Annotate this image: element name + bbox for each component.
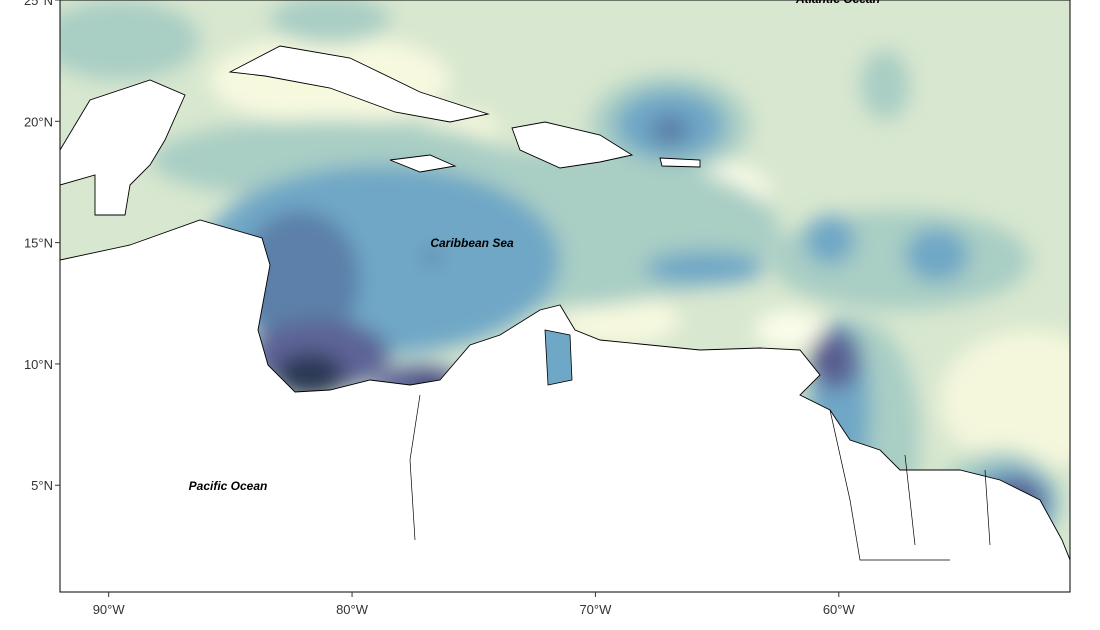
sea-label: Pacific Ocean	[189, 479, 268, 493]
plot-frame	[59, 0, 1071, 593]
sea-label: Caribbean Sea	[430, 236, 514, 250]
coastline	[60, 79, 186, 216]
coastline	[659, 157, 701, 168]
x-tick-label: 80°W	[336, 602, 369, 617]
x-tick-label: 90°W	[93, 602, 126, 617]
coastline	[389, 154, 457, 173]
coastline	[511, 121, 634, 169]
sea-label: Atlantic Ocean	[795, 0, 880, 6]
y-tick-label: 15°N	[24, 236, 53, 251]
y-tick-label: 25°N	[24, 0, 53, 8]
y-tick-label: 20°N	[24, 114, 53, 129]
coastline	[228, 45, 490, 123]
density-field	[60, 0, 1070, 592]
coastline	[60, 219, 1070, 592]
y-tick-label: 10°N	[24, 357, 53, 372]
y-tick-label: 5°N	[31, 478, 53, 493]
x-tick-label: 60°W	[823, 602, 856, 617]
x-tick-label: 70°W	[579, 602, 612, 617]
